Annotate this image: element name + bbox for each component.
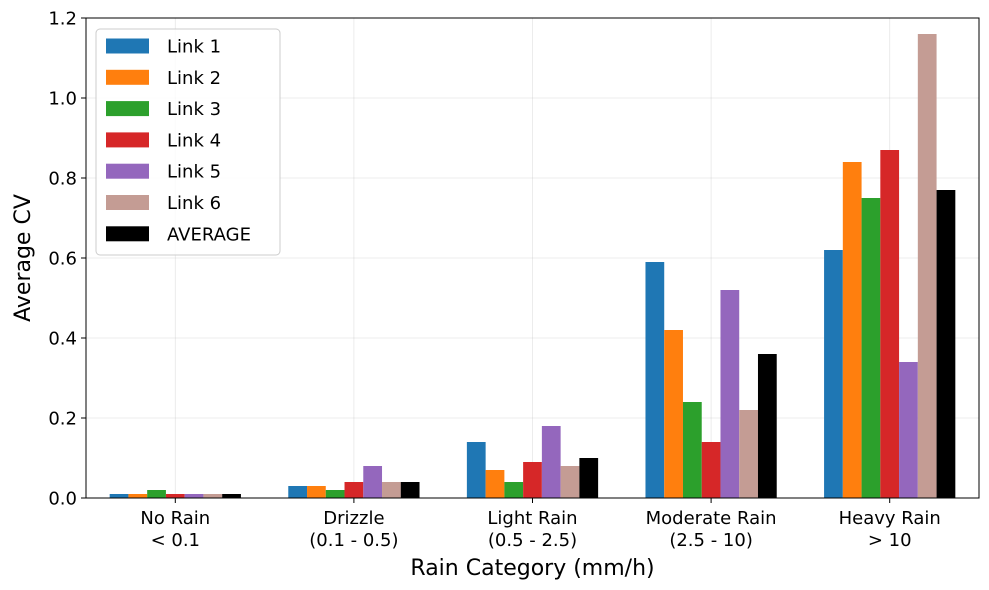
y-tick-label: 1.0 xyxy=(48,89,77,110)
legend-swatch xyxy=(106,132,149,148)
bar-average xyxy=(579,458,599,498)
x-tick-label: Light Rain xyxy=(487,508,577,529)
y-tick-label: 0.6 xyxy=(48,249,77,270)
bars xyxy=(109,34,956,498)
x-tick-label: No Rain xyxy=(140,508,210,529)
legend-label: AVERAGE xyxy=(167,224,251,245)
x-tick-label: (0.1 - 0.5) xyxy=(309,530,398,551)
x-tick-label: Moderate Rain xyxy=(646,508,777,529)
y-tick-label: 0.2 xyxy=(48,409,77,430)
bar-link-5 xyxy=(541,426,561,498)
bar-link-1 xyxy=(645,262,665,498)
bar-average xyxy=(400,482,420,498)
y-tick-label: 0.8 xyxy=(48,169,77,190)
bar-link-3 xyxy=(325,490,345,498)
bar-link-6 xyxy=(382,482,401,498)
x-tick-label: > 10 xyxy=(868,530,912,551)
legend-swatch xyxy=(106,226,149,242)
bar-link-4 xyxy=(165,494,185,498)
bar-average xyxy=(222,494,241,498)
bar-link-6 xyxy=(739,410,758,498)
legend-label: Link 3 xyxy=(167,99,221,120)
y-tick-label: 0.4 xyxy=(48,329,77,350)
bar-link-3 xyxy=(504,482,524,498)
legend: Link 1 Link 2 Link 3 Link 4 Link 5 Link 6 AVER… xyxy=(95,28,281,256)
legend-swatch xyxy=(106,38,149,54)
bar-link-1 xyxy=(109,494,129,498)
bar-link-2 xyxy=(307,486,326,498)
y-axis-ticks: 0.0 0.2 0.4 0.6 0.8 1.0 1.2 xyxy=(48,9,86,510)
x-tick-label: < 0.1 xyxy=(151,530,200,551)
bar-link-4 xyxy=(344,482,364,498)
legend-label: Link 4 xyxy=(167,130,221,151)
bar-link-3 xyxy=(682,402,702,498)
bar-link-3 xyxy=(861,198,881,498)
bar-average xyxy=(757,354,777,498)
legend-label: Link 5 xyxy=(167,162,221,183)
bar-link-2 xyxy=(128,494,148,498)
y-axis-label: Average CV xyxy=(11,194,36,322)
bar-link-3 xyxy=(147,490,166,498)
bar-link-5 xyxy=(899,362,918,498)
bar-link-5 xyxy=(184,494,204,498)
legend-swatch xyxy=(106,163,149,179)
x-tick-label: (0.5 - 2.5) xyxy=(488,530,577,551)
x-axis-label: Rain Category (mm/h) xyxy=(410,556,654,581)
bar-link-4 xyxy=(880,150,900,498)
bar-link-2 xyxy=(842,162,862,498)
bar-link-6 xyxy=(203,494,223,498)
y-tick-label: 1.2 xyxy=(48,9,77,30)
bar-average xyxy=(936,190,956,498)
legend-swatch xyxy=(106,69,149,85)
bar-link-6 xyxy=(560,466,580,498)
legend-swatch xyxy=(106,101,149,117)
bar-link-5 xyxy=(363,466,383,498)
legend-swatch xyxy=(106,195,149,210)
bar-link-4 xyxy=(523,462,542,498)
bar-link-4 xyxy=(701,442,721,498)
bar-link-1 xyxy=(824,250,843,498)
bar-link-1 xyxy=(288,486,308,498)
bar-link-6 xyxy=(917,34,937,498)
legend-label: Link 2 xyxy=(167,68,221,89)
x-tick-label: (2.5 - 10) xyxy=(669,530,753,551)
legend-label: Link 1 xyxy=(167,37,221,58)
x-tick-label: Drizzle xyxy=(323,508,384,529)
bar-link-5 xyxy=(720,290,740,498)
x-axis-ticks: No Rain< 0.1 Drizzle(0.1 - 0.5) Light Rain… xyxy=(140,498,941,551)
bar-link-2 xyxy=(485,470,505,498)
bar-link-1 xyxy=(466,442,486,498)
legend-label: Link 6 xyxy=(167,193,221,214)
bar-link-2 xyxy=(664,330,683,498)
x-tick-label: Heavy Rain xyxy=(839,508,941,529)
y-tick-label: 0.0 xyxy=(48,489,77,510)
